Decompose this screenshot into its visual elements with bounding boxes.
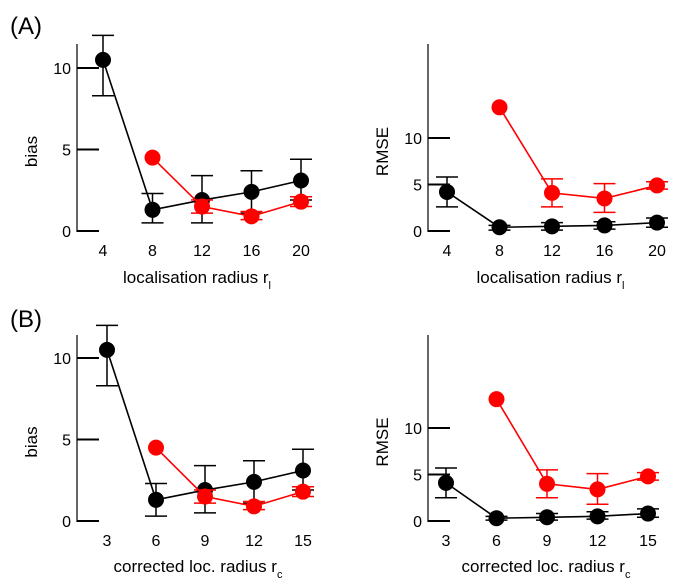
charts: 0 5 10 4 8 12 16 20 bias localisation radius rl 0 5… <box>22 34 668 581</box>
y-tick-label: 0 <box>62 514 71 531</box>
data-point <box>243 208 260 225</box>
x-tick-label: 4 <box>443 243 452 260</box>
data-point <box>649 177 665 194</box>
x-tick-label: 8 <box>148 243 157 260</box>
series-2 <box>491 99 668 214</box>
data-point <box>144 201 161 218</box>
y-tick-label: 5 <box>62 433 71 450</box>
chart-2: 0 5 10 4 8 12 16 20 RMSE localisation radius rl <box>373 44 668 292</box>
y-tick-label: 0 <box>413 514 422 531</box>
panel-label-a: (A) <box>10 13 42 40</box>
series-line <box>155 447 304 508</box>
y-tick-label: 5 <box>62 143 71 160</box>
x-tick-label: 9 <box>201 533 210 550</box>
series-line <box>151 157 302 218</box>
data-point <box>596 190 613 207</box>
x-tick-label: 9 <box>543 533 552 550</box>
data-point <box>539 475 555 492</box>
x-tick-label: 20 <box>292 243 310 260</box>
x-axis-label: localisation radius rl <box>477 268 625 292</box>
data-point <box>246 498 262 515</box>
x-tick-label: 4 <box>99 243 108 260</box>
x-tick-label: 12 <box>193 243 211 260</box>
x-tick-label: 15 <box>639 533 657 550</box>
x-tick-label: 20 <box>648 243 666 260</box>
y-axis-label: bias <box>22 136 41 167</box>
series-line <box>498 106 658 200</box>
panel-label-b: (B) <box>10 306 42 333</box>
data-point <box>596 217 613 234</box>
chart-4: 0 5 10 3 6 9 12 15 RMSE corrected loc. radius rc <box>373 335 659 581</box>
series-1 <box>96 324 314 517</box>
series-1 <box>92 34 312 224</box>
series-1 <box>436 176 668 236</box>
x-tick-label: 3 <box>103 533 112 550</box>
chart-3: 0 5 10 3 6 9 12 15 bias corrected loc. radius rc <box>22 324 314 581</box>
data-point <box>640 505 656 522</box>
data-point <box>246 473 262 490</box>
data-point <box>491 99 508 116</box>
data-point <box>243 183 260 200</box>
data-point <box>589 508 606 525</box>
data-point <box>589 481 606 498</box>
series-line <box>495 398 649 491</box>
data-point <box>194 198 210 215</box>
data-point <box>295 483 311 500</box>
x-tick-label: 6 <box>492 533 501 550</box>
x-tick-label: 15 <box>294 533 312 550</box>
data-point <box>95 51 111 68</box>
y-tick-label: 5 <box>413 468 422 485</box>
series-1 <box>435 467 659 527</box>
chart-1: 0 5 10 4 8 12 16 20 bias localisation radius rl <box>22 34 312 292</box>
y-tick-label: 5 <box>413 178 422 195</box>
series-2 <box>488 391 659 506</box>
series-2 <box>144 149 312 225</box>
data-point <box>488 510 505 527</box>
data-point <box>293 172 309 189</box>
data-point <box>293 193 309 210</box>
x-tick-label: 6 <box>152 533 161 550</box>
data-point <box>544 184 560 201</box>
y-axis-label: RMSE <box>373 417 392 466</box>
data-point <box>649 214 665 231</box>
x-axis-label: corrected loc. radius rc <box>462 557 631 581</box>
y-tick-label: 10 <box>53 351 71 368</box>
x-tick-label: 8 <box>495 243 504 260</box>
y-tick-label: 0 <box>62 224 71 241</box>
x-tick-label: 3 <box>442 533 451 550</box>
x-tick-label: 12 <box>543 243 561 260</box>
x-tick-label: 16 <box>596 243 614 260</box>
x-tick-label: 12 <box>589 533 607 550</box>
data-point <box>295 462 311 479</box>
data-point <box>148 491 164 508</box>
data-point <box>197 488 213 505</box>
data-point <box>439 183 455 200</box>
data-point <box>438 474 454 491</box>
x-tick-label: 12 <box>245 533 263 550</box>
series-2 <box>148 439 314 515</box>
x-axis-label: corrected loc. radius rc <box>114 557 283 581</box>
y-tick-label: 10 <box>404 421 422 438</box>
y-axis-label: bias <box>22 426 41 457</box>
data-point <box>491 219 508 236</box>
x-tick-label: 16 <box>243 243 261 260</box>
data-point <box>488 391 505 408</box>
data-point <box>148 439 164 456</box>
y-tick-label: 0 <box>413 224 422 241</box>
data-point <box>539 509 555 526</box>
y-tick-label: 10 <box>53 61 71 78</box>
data-point <box>99 341 115 358</box>
x-axis-label: localisation radius rl <box>123 268 271 292</box>
y-axis-label: RMSE <box>373 127 392 176</box>
data-point <box>640 468 656 485</box>
data-point <box>144 149 161 166</box>
data-point <box>544 218 560 235</box>
y-tick-label: 10 <box>404 131 422 148</box>
